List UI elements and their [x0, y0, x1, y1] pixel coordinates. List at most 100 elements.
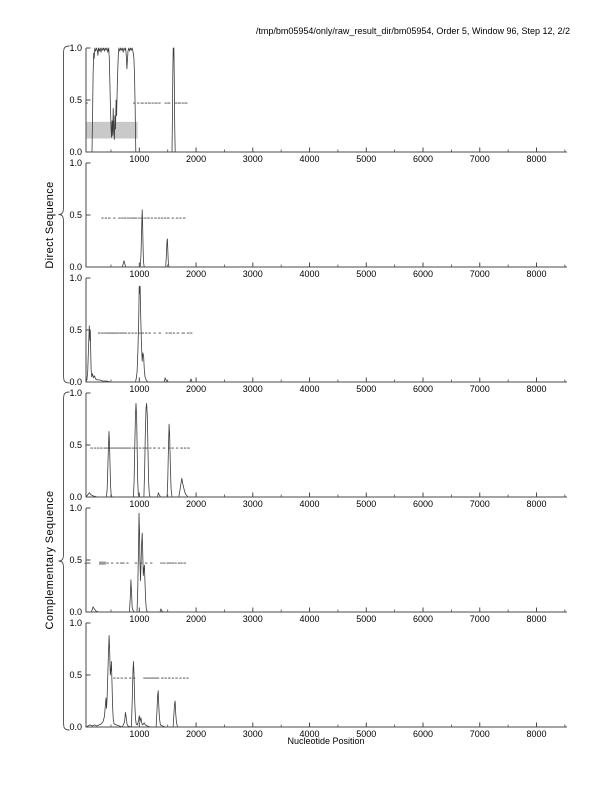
- panel-complementary-3-marker: [145, 677, 148, 679]
- panel-complementary-2-marker: [122, 562, 125, 564]
- x-tick-label: 6000: [413, 614, 433, 624]
- panel-complementary-2-marker: [144, 562, 148, 564]
- panel-direct-3-marker: [119, 332, 122, 334]
- panel-direct-3-marker: [100, 332, 104, 334]
- panel-complementary-2-marker: [116, 562, 119, 564]
- x-tick-label: 6000: [413, 154, 433, 164]
- panel-direct-2-marker: [126, 217, 130, 219]
- panel-direct-2-marker: [175, 217, 179, 219]
- panel-direct-1-marker: [175, 102, 178, 104]
- panel-direct-2-marker: [133, 217, 138, 219]
- panel-complementary-1-marker: [100, 447, 103, 449]
- panel-complementary-3-marker: [124, 677, 127, 679]
- panel-complementary-3-curve: [85, 635, 566, 728]
- panel-direct-3-marker: [165, 332, 168, 334]
- x-tick-label: 8000: [526, 614, 546, 624]
- y-tick-label: 0.5: [69, 95, 82, 105]
- x-tick-label: 1000: [129, 499, 149, 509]
- panel-complementary-1-marker: [110, 447, 113, 449]
- panel-direct-2-marker: [129, 217, 132, 219]
- x-tick-label: 3000: [243, 729, 263, 739]
- panel-complementary-3-marker: [152, 677, 155, 679]
- panel-direct-2-marker: [121, 217, 124, 219]
- x-tick-label: 7000: [470, 729, 490, 739]
- panel-direct-3-marker: [114, 332, 117, 334]
- panel-complementary-3-marker: [149, 677, 153, 679]
- panel-direct-3-axes: [85, 278, 567, 383]
- y-tick-label: 0.5: [69, 440, 82, 450]
- panel-complementary-2-marker: [166, 562, 169, 564]
- panel-direct-3-marker: [176, 332, 180, 334]
- panel-direct-3-marker: [158, 332, 162, 334]
- brace-direct-sequence: [58, 45, 70, 384]
- panel-complementary-1-marker: [180, 447, 183, 449]
- panel-complementary-1-marker: [157, 447, 161, 449]
- x-tick-label: 7000: [470, 269, 490, 279]
- panel-direct-2-marker: [131, 217, 135, 219]
- panel-direct-1-marker: [144, 102, 147, 104]
- panel-complementary-1-marker: [115, 447, 118, 449]
- y-tick-label: 0.5: [69, 325, 82, 335]
- y-tick-label: 0.0: [69, 147, 82, 157]
- panel-complementary-2-marker: [110, 562, 114, 564]
- x-tick-label: 4000: [300, 614, 320, 624]
- x-tick-label: 3000: [243, 499, 263, 509]
- panel-complementary-3-marker: [156, 677, 160, 679]
- panel-direct-3-curve: [85, 285, 566, 383]
- panel-complementary-3-marker: [179, 677, 182, 679]
- x-tick-label: 7000: [470, 614, 490, 624]
- panel-direct-1: 0.0 0.5 1.0 1000 2000 3000 4000 5000 6000 7000 800…: [69, 43, 567, 164]
- panel-direct-2-marker: [113, 217, 116, 219]
- panel-complementary-3-marker: [143, 677, 146, 679]
- panel-direct-2-marker: [107, 217, 111, 219]
- panel-direct-3-marker: [112, 332, 115, 334]
- panel-direct-1-curve: [86, 47, 566, 153]
- panel-complementary-1-marker: [126, 447, 129, 449]
- y-tick-label: 1.0: [69, 273, 82, 283]
- panel-direct-2-axes: [85, 163, 567, 268]
- panel-direct-2-marker: [171, 217, 174, 219]
- panel-direct-1-marker: [177, 102, 181, 104]
- panel-direct-3-marker: [172, 332, 176, 334]
- panel-complementary-1-marker: [106, 447, 109, 449]
- panel-complementary-1-marker: [119, 447, 123, 449]
- panel-complementary-1-marker: [145, 447, 148, 449]
- panel-complementary-1-marker: [117, 447, 120, 449]
- x-tick-label: 2000: [186, 269, 206, 279]
- panel-complementary-1: 0.0 0.5 1.0 1000 2000 3000 4000 5000 6000 7000 800…: [69, 388, 567, 509]
- panel-complementary-1-marker: [171, 447, 174, 449]
- panel-complementary-1-marker: [124, 447, 127, 449]
- panel-complementary-2-marker: [106, 562, 109, 564]
- x-tick-label: 7000: [470, 154, 490, 164]
- panel-direct-2-marker: [147, 217, 150, 219]
- x-tick-label: 1000: [129, 154, 149, 164]
- x-tick-label: 2000: [186, 384, 206, 394]
- panel-direct-1-marker: [140, 102, 144, 104]
- x-tick-label: 3000: [243, 384, 263, 394]
- panel-direct-3-marker: [107, 332, 111, 334]
- x-tick-label: 5000: [356, 499, 376, 509]
- x-tick-label: 3000: [243, 269, 263, 279]
- panel-complementary-1-marker: [142, 447, 145, 449]
- panel-complementary-1-marker: [175, 447, 179, 449]
- panel-direct-1-marker: [154, 102, 158, 104]
- panel-complementary-3-marker: [129, 677, 132, 679]
- panel-complementary-3-marker: [116, 677, 120, 679]
- panel-complementary-1-marker: [121, 447, 125, 449]
- x-tick-label: 5000: [356, 384, 376, 394]
- panel-complementary-1-marker: [90, 447, 93, 449]
- panel-complementary-1-marker: [183, 447, 187, 449]
- x-tick-label: 1000: [129, 384, 149, 394]
- panel-complementary-2-marker: [99, 561, 106, 565]
- panel-complementary-1-marker: [93, 447, 97, 449]
- x-tick-label: 4000: [300, 729, 320, 739]
- panel-complementary-2: 0.0 0.5 1.0 1000 2000 3000 4000 5000 6000 7000 800…: [69, 503, 567, 624]
- panel-direct-3-marker: [145, 332, 148, 334]
- panel-complementary-3-marker: [186, 677, 189, 679]
- y-tick-label: 0.0: [69, 377, 82, 387]
- panel-complementary-1-marker: [128, 447, 132, 449]
- panel-direct-1-marker: [181, 102, 184, 104]
- x-tick-label: 3000: [243, 154, 263, 164]
- y-tick-label: 0.5: [69, 670, 82, 680]
